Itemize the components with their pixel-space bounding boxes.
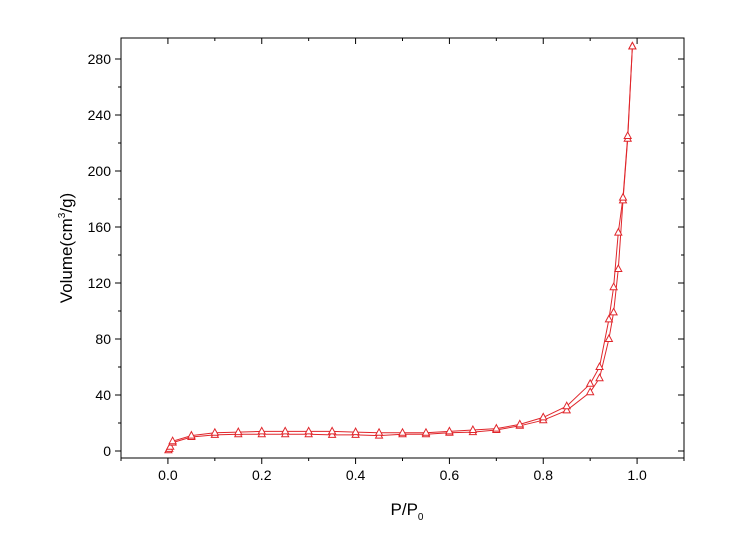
y-axis-label-post: /g) [57, 193, 76, 213]
data-point [562, 401, 572, 410]
data-markers [164, 41, 637, 454]
data-point [628, 41, 637, 50]
x-axis-label: P/P0 [391, 500, 424, 523]
x-tick-label: 0.2 [252, 467, 272, 483]
data-point [585, 387, 595, 396]
data-point [421, 427, 431, 436]
x-tick-label: 0.4 [346, 467, 366, 483]
data-point [623, 130, 633, 139]
data-point [210, 427, 220, 436]
y-tick-label: 120 [88, 275, 112, 291]
data-point [327, 426, 337, 435]
axis-ticks [115, 38, 685, 464]
data-point [595, 361, 604, 370]
series-lines [167, 46, 633, 451]
y-tick-label: 160 [88, 219, 112, 235]
y-tick-label: 240 [88, 107, 112, 123]
data-point [280, 426, 290, 435]
data-point [562, 405, 572, 414]
data-point [445, 426, 454, 435]
x-axis-label-main: P/P [391, 500, 418, 519]
y-tick-label: 0 [103, 443, 111, 459]
data-point [604, 333, 614, 342]
y-axis-label: Volume(cm3/g) [57, 193, 76, 303]
data-point [233, 427, 243, 436]
y-tick-label: 280 [88, 51, 112, 67]
data-point [165, 441, 175, 450]
data-point [585, 378, 595, 387]
plot-frame [120, 37, 685, 459]
y-axis-label-pre: Volume(cm [57, 218, 76, 303]
y-axis-label-superscript: 3 [57, 212, 68, 218]
data-point [468, 424, 478, 433]
data-point [398, 427, 407, 436]
data-point [168, 436, 177, 445]
data-point [257, 426, 267, 435]
x-tick-label: 0.6 [440, 467, 460, 483]
y-tick-label: 40 [95, 387, 111, 403]
data-point [351, 427, 360, 436]
x-axis-label-subscript: 0 [418, 512, 424, 523]
data-point [595, 373, 604, 382]
data-point [374, 427, 384, 436]
y-tick-label: 80 [95, 331, 111, 347]
x-tick-label: 0.8 [534, 467, 554, 483]
data-point [618, 192, 628, 201]
data-point [613, 227, 623, 236]
x-tick-label: 0.0 [158, 467, 178, 483]
data-point [613, 263, 623, 272]
data-point [609, 282, 618, 291]
x-tick-label: 1.0 [627, 467, 647, 483]
data-point [604, 314, 614, 323]
data-point [304, 426, 314, 435]
data-point [609, 307, 618, 316]
axis-tick-labels: 0.0 0.2 0.4 0.6 0.8 1.0 0 40 80 120 160 200 240 280 [88, 51, 647, 483]
data-point [538, 412, 548, 421]
series-line-desorption [172, 46, 633, 442]
y-tick-label: 200 [88, 163, 112, 179]
data-point [515, 419, 525, 428]
series-line-adsorption [167, 46, 633, 451]
data-point [491, 423, 501, 432]
data-point [187, 430, 196, 439]
